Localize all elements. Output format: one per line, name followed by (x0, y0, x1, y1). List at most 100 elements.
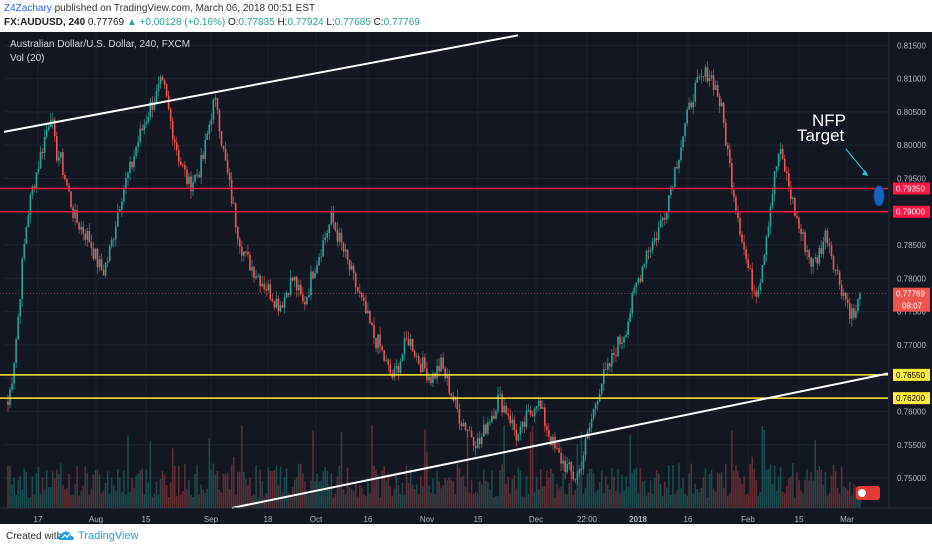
candle-body (698, 77, 701, 78)
volume-bar (157, 494, 160, 508)
volume-bar (846, 490, 849, 508)
candle-body (572, 471, 575, 480)
candle-body (602, 369, 605, 384)
candle-body (139, 128, 141, 142)
candle-body (33, 186, 36, 189)
chart-area[interactable]: 0.81500 0.81000 0.80500 0.80000 0.79500 0.790… (0, 32, 932, 524)
volume-bar (96, 469, 99, 508)
volume-bar (639, 468, 642, 508)
volume-bar (306, 491, 308, 508)
candle-body (277, 298, 280, 312)
volume-bar (503, 425, 505, 508)
volume-bar (645, 495, 648, 508)
candle-body (41, 151, 44, 153)
open-value: 0.77835 (238, 17, 275, 28)
volume-bar (17, 479, 19, 508)
candle-body (155, 91, 158, 105)
candle-body (186, 169, 188, 185)
y-tick-label: 0.79500 (897, 174, 926, 183)
countdown-label: 08:07 (902, 302, 923, 311)
candle-body (403, 338, 406, 354)
candle-body (499, 394, 501, 395)
candle-body (672, 187, 674, 188)
volume-bar (857, 493, 859, 508)
candle-body (765, 236, 768, 255)
candle-body (330, 211, 333, 225)
volume-bar (78, 495, 80, 508)
volume-bar (411, 484, 414, 508)
candle-body (192, 181, 194, 192)
candle-body (779, 149, 782, 154)
volume-bar (598, 481, 601, 508)
candle-body (320, 256, 322, 258)
volume-bar (533, 492, 536, 508)
volume-bar (88, 494, 91, 508)
candle-body (541, 407, 544, 409)
volume-bar (747, 493, 749, 508)
volume-bar (444, 478, 446, 508)
candle-body (361, 293, 363, 298)
candle-body (804, 232, 806, 252)
volume-bar (106, 471, 109, 508)
price-chart[interactable]: 0.81500 0.81000 0.80500 0.80000 0.79500 0.790… (0, 32, 932, 524)
volume-bar (781, 491, 784, 508)
volume-bar (613, 476, 615, 508)
volume-bar (27, 497, 30, 508)
candle-body (773, 171, 776, 195)
candle-body (605, 369, 607, 370)
candle-body (173, 139, 176, 143)
volume-bar (442, 484, 444, 508)
candle-body (180, 161, 182, 165)
candle-body (649, 249, 652, 252)
volume-bar (361, 487, 363, 508)
level-price-label: 0.76200 (896, 394, 925, 403)
volume-bar (218, 489, 221, 508)
volume-bar (182, 491, 184, 508)
level-price-tag (893, 182, 930, 195)
volume-bar (143, 494, 146, 508)
volume-bar (391, 495, 394, 508)
volume-bar (694, 483, 697, 508)
candle-body (824, 230, 827, 242)
volume-bar (790, 476, 792, 508)
volume-bar (564, 493, 566, 508)
volume-bar (773, 465, 776, 508)
volume-bar (771, 484, 774, 508)
candle-body (153, 104, 156, 110)
y-tick-label: 0.75500 (897, 441, 926, 450)
candle-body (560, 452, 562, 464)
volume-bar (127, 435, 129, 508)
candle-body (206, 133, 209, 140)
candle-body (785, 171, 788, 174)
candle-body (521, 421, 524, 427)
author-link[interactable]: Z4Zachary (4, 3, 52, 14)
volume-bar (417, 493, 420, 508)
volume-bar (314, 481, 316, 508)
candle-body (568, 462, 570, 465)
candle-body (114, 226, 117, 240)
volume-bar (348, 487, 351, 508)
volume-bar (785, 486, 788, 508)
volume-bar (627, 486, 629, 508)
volume-bar (155, 481, 158, 508)
candle-body (196, 174, 198, 176)
volume-bar (643, 480, 646, 508)
volume-bar (808, 480, 810, 508)
candle-body (78, 222, 80, 230)
candle-body (279, 305, 282, 312)
candle-body (60, 152, 62, 158)
volume-bar (678, 463, 680, 508)
candle-body (39, 151, 42, 169)
volume-bar (497, 496, 499, 508)
candle-body (533, 408, 536, 417)
volume-bar (21, 489, 24, 508)
candle-body (788, 173, 790, 187)
volume-bar (377, 474, 379, 508)
candle-body (460, 423, 463, 427)
candle-body (456, 397, 459, 410)
candle-body (826, 230, 829, 244)
volume-bar (745, 494, 747, 508)
candle-body (781, 149, 784, 159)
tradingview-brand[interactable]: TradingView (78, 530, 139, 542)
candle-body (844, 292, 847, 300)
